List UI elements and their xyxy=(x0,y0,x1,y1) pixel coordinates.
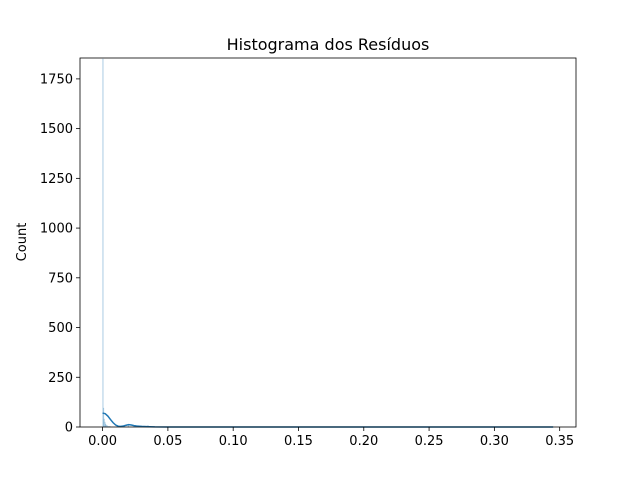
x-tick-label: 0.20 xyxy=(349,434,378,449)
histogram-bar xyxy=(102,58,104,428)
chart-title: Histograma dos Resíduos xyxy=(227,35,430,54)
y-tick-label: 1750 xyxy=(40,72,73,87)
plot-frame xyxy=(79,57,577,428)
y-tick-label: 0 xyxy=(65,421,73,436)
y-axis: 0 250 500 750 1000 1250 1500 1750 xyxy=(40,72,80,436)
plot-area xyxy=(80,58,576,428)
plot-background xyxy=(80,58,576,427)
x-tick-label: 0.30 xyxy=(480,434,509,449)
y-axis-label: Count xyxy=(15,223,30,262)
y-tick-label: 1250 xyxy=(40,172,73,187)
x-axis: 0.00 0.05 0.10 0.15 0.20 0.25 0.30 0.35 xyxy=(88,427,574,449)
y-tick-label: 1500 xyxy=(40,122,73,137)
y-tick-label: 250 xyxy=(48,371,73,386)
y-tick-label: 750 xyxy=(48,271,73,286)
y-tick-label: 500 xyxy=(48,321,73,336)
x-tick-label: 0.05 xyxy=(153,434,182,449)
y-tick-label: 1000 xyxy=(40,222,73,237)
x-tick-label: 0.00 xyxy=(88,434,117,449)
x-tick-label: 0.10 xyxy=(219,434,248,449)
x-tick-label: 0.15 xyxy=(284,434,313,449)
x-tick-label: 0.35 xyxy=(545,434,574,449)
x-tick-label: 0.25 xyxy=(415,434,444,449)
